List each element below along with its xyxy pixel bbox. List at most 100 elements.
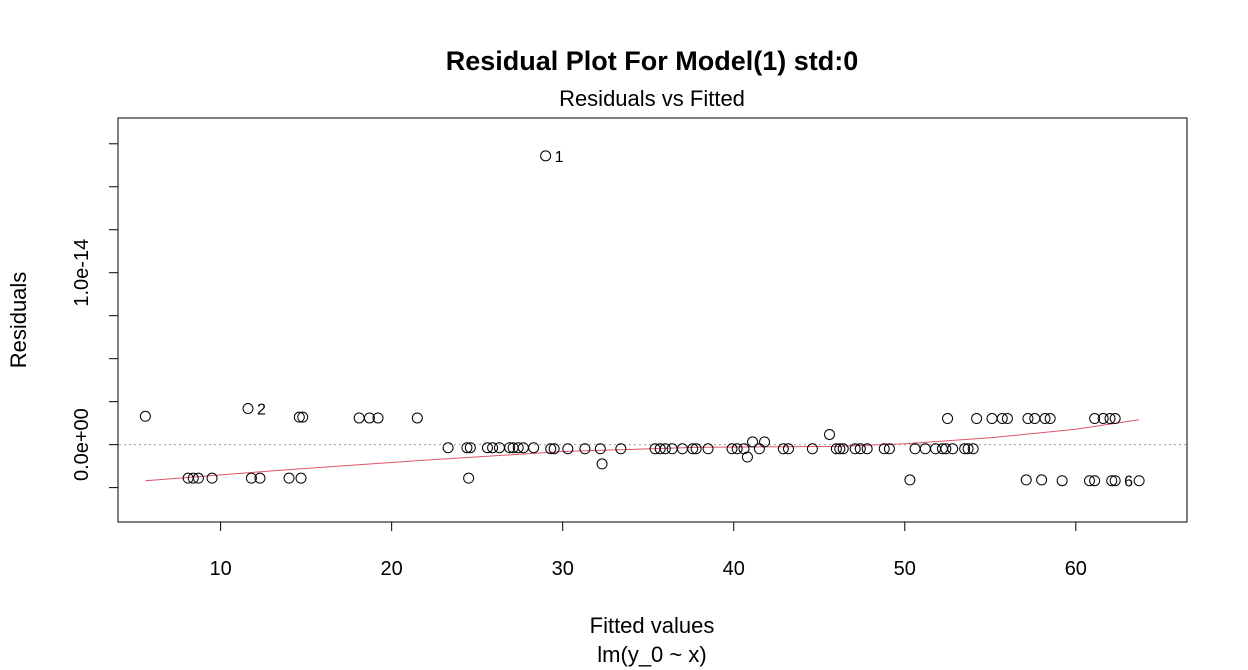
data-point	[676, 443, 688, 455]
data-point	[1036, 474, 1048, 486]
chart-subtitle: Residuals vs Fitted	[559, 86, 745, 111]
x-axis-label: Fitted values	[590, 613, 715, 638]
data-point	[481, 442, 493, 454]
point-labels: 1 2 6	[257, 149, 1133, 491]
data-point	[878, 443, 890, 455]
y-tick-label: 0.0e+00	[71, 408, 93, 481]
data-point	[1089, 475, 1101, 487]
data-point	[1133, 475, 1145, 487]
data-point	[747, 436, 759, 448]
data-point	[806, 443, 818, 455]
data-point	[464, 442, 476, 454]
data-point	[372, 412, 384, 424]
y-axis-label: Residuals	[6, 272, 31, 369]
point-label: 2	[257, 402, 266, 419]
data-point	[293, 411, 305, 423]
data-point	[659, 443, 671, 455]
data-point	[830, 443, 842, 455]
data-point	[854, 443, 866, 455]
data-point	[1109, 475, 1121, 487]
loess-smooth-line	[145, 419, 1140, 482]
data-point	[463, 472, 475, 484]
data-point	[1022, 413, 1034, 425]
data-point	[615, 443, 627, 455]
data-point	[512, 442, 524, 454]
x-axis: 10 20 30 40 50 60	[209, 522, 1087, 580]
data-point	[283, 472, 295, 484]
data-point	[834, 443, 846, 455]
data-point	[919, 443, 931, 455]
data-point	[947, 443, 959, 455]
y-tick-label: 1.0e-14	[71, 239, 93, 307]
data-point	[1089, 413, 1101, 425]
data-point	[777, 443, 789, 455]
data-point	[726, 443, 738, 455]
data-point	[962, 443, 974, 455]
data-point	[849, 443, 861, 455]
data-point	[295, 472, 307, 484]
x-tick-label: 20	[381, 558, 403, 580]
x-tick-label: 30	[552, 558, 574, 580]
x-axis-sublabel: lm(y_0 ~ x)	[597, 642, 706, 667]
data-point	[782, 443, 794, 455]
data-point	[1084, 475, 1096, 487]
data-point	[353, 412, 365, 424]
data-point	[883, 443, 895, 455]
data-point	[741, 451, 753, 463]
data-point	[242, 403, 254, 415]
data-point	[254, 472, 266, 484]
x-tick-label: 50	[894, 558, 916, 580]
data-point	[187, 472, 199, 484]
data-point	[363, 412, 375, 424]
data-point	[297, 411, 309, 423]
chart-title: Residual Plot For Model(1) std:0	[446, 46, 859, 76]
data-point	[1044, 413, 1056, 425]
data-point	[861, 443, 873, 455]
data-point	[528, 442, 540, 454]
data-point	[971, 413, 983, 425]
data-point	[504, 442, 516, 454]
data-point	[666, 443, 678, 455]
x-tick-label: 10	[209, 558, 231, 580]
data-points	[139, 150, 1145, 487]
data-point	[909, 443, 921, 455]
data-point	[837, 443, 849, 455]
data-point	[996, 413, 1008, 425]
data-point	[545, 443, 557, 455]
data-point	[442, 442, 454, 454]
x-tick-label: 60	[1065, 558, 1087, 580]
data-point	[940, 443, 952, 455]
data-point	[967, 443, 979, 455]
data-point	[759, 436, 771, 448]
data-point	[411, 412, 423, 424]
point-label: 1	[555, 149, 564, 166]
data-point	[1029, 413, 1041, 425]
data-point	[1039, 413, 1051, 425]
data-point	[1001, 413, 1013, 425]
data-point	[1104, 413, 1116, 425]
data-point	[959, 443, 971, 455]
data-point	[753, 443, 765, 455]
point-label: 6	[1124, 474, 1133, 491]
data-point	[986, 413, 998, 425]
data-point	[192, 472, 204, 484]
data-point	[245, 472, 257, 484]
data-point	[1097, 413, 1109, 425]
data-point	[596, 458, 608, 470]
data-point	[548, 443, 560, 455]
data-point	[139, 410, 151, 422]
x-tick-label: 40	[723, 558, 745, 580]
data-point	[702, 443, 714, 455]
data-point	[942, 413, 954, 425]
data-point	[824, 428, 836, 440]
data-point	[654, 443, 666, 455]
data-point	[1056, 475, 1068, 487]
data-point	[690, 443, 702, 455]
data-point	[579, 443, 591, 455]
data-point	[1106, 475, 1118, 487]
data-point	[904, 474, 916, 486]
plot-frame	[117, 117, 1188, 523]
data-point	[1020, 474, 1032, 486]
data-point	[487, 442, 499, 454]
